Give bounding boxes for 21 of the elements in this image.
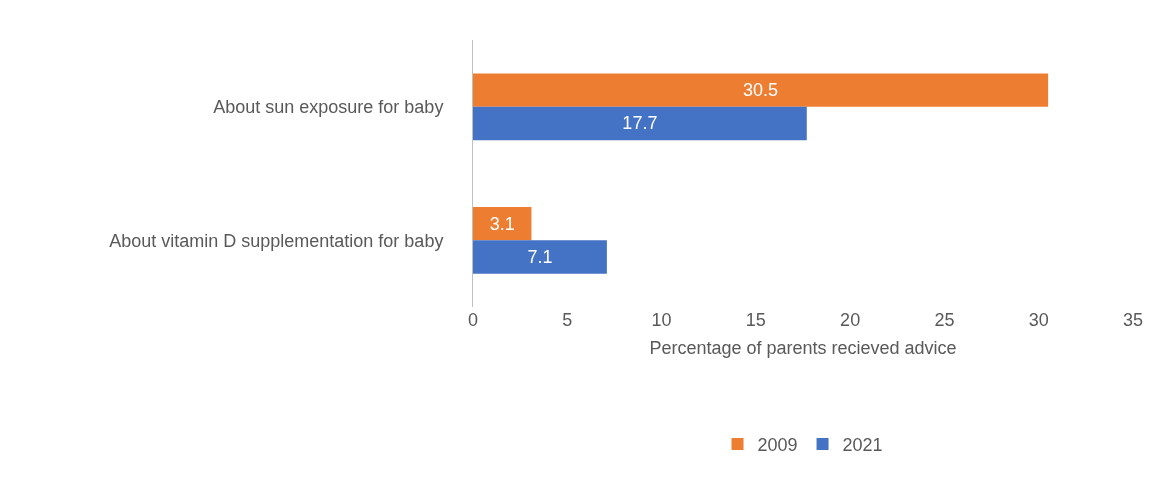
x-tick-label: 20 <box>840 310 861 330</box>
data-label: 17.7 <box>622 113 658 134</box>
x-tick-label: 25 <box>934 310 955 330</box>
x-tick-label: 35 <box>1122 310 1144 330</box>
data-label: 30.5 <box>743 80 779 101</box>
x-axis-title: Percentage of parents recieved advice <box>649 338 957 359</box>
x-tick-label: 0 <box>467 310 479 330</box>
bar <box>473 240 607 274</box>
data-label: 3.1 <box>489 213 515 234</box>
data-label: 7.1 <box>527 246 553 267</box>
legend-label: 2021 <box>842 434 883 455</box>
x-tick-label: 15 <box>745 310 766 330</box>
x-tick-label: 5 <box>562 310 573 330</box>
y-tick-label: About sun exposure for baby <box>213 97 444 118</box>
y-tick-label: About vitamin D supplementation for baby <box>109 230 444 251</box>
x-tick-label: 30 <box>1028 310 1049 330</box>
x-tick-label: 10 <box>651 310 672 330</box>
bar <box>473 106 807 141</box>
legend-label: 2009 <box>757 434 798 455</box>
bar <box>473 206 532 241</box>
bar <box>473 73 1049 107</box>
